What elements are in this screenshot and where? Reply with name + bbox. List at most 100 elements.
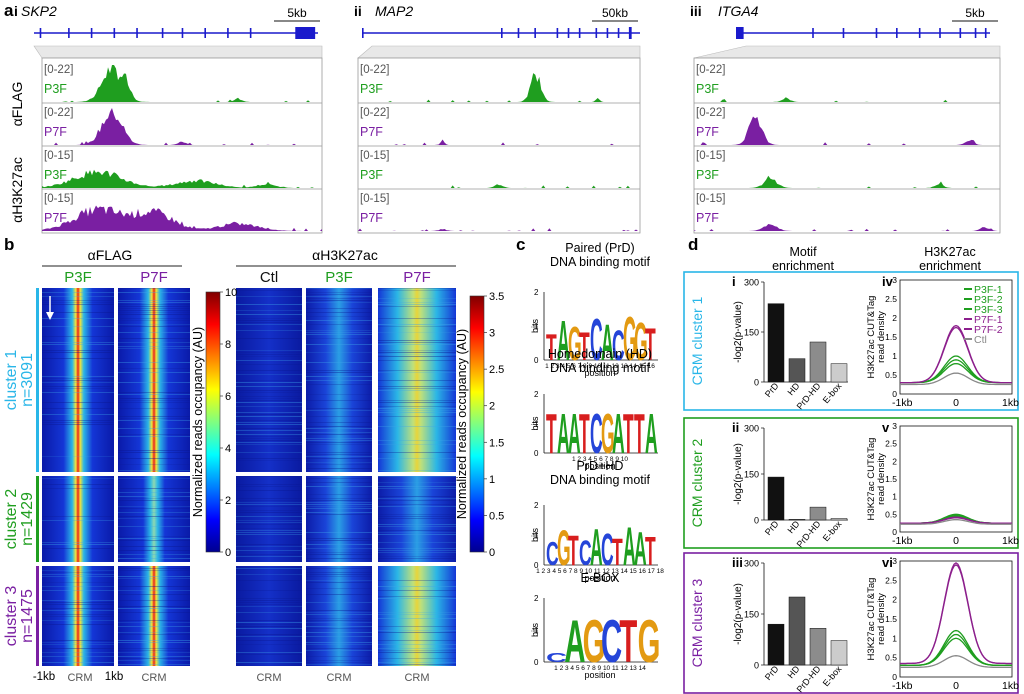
panel-d: d Motif enrichment H3K27ac enrichment CR… [683,235,1019,694]
colorbar-tick-label: 3.5 [489,291,504,303]
line-x-left: -1kb [892,535,913,547]
heat-row [306,572,372,573]
colorbar-tick-label: 2 [225,495,231,507]
x-center-label: CRM [326,672,351,684]
heat-row [306,442,372,443]
heat-row [42,376,114,377]
bar-category-label: E-box [821,380,844,405]
x-right-label: 1kb [105,671,124,683]
heatmap-flag-p7f [118,476,190,562]
scale-label: 50kb [602,6,628,20]
bar-category-label: E-box [821,663,844,688]
gene-exon [959,28,962,38]
legend-entry: Ctl [974,334,987,346]
bar-y-tick-label: 300 [744,278,759,288]
cluster-separator [234,562,458,565]
heat-row [306,552,372,553]
heat-row [236,434,302,435]
heat-row [118,434,190,435]
logo-y-tick: 2 [534,594,539,603]
line-plot-frame [899,279,1013,395]
heat-row [42,342,114,343]
heat-row [42,548,114,549]
heat-row [42,544,114,545]
gene-exon [556,28,559,38]
heat-row [306,324,372,325]
heat-row [378,532,456,533]
heat-row [42,574,114,575]
bar-y-label: -log2(p-value) [733,301,744,363]
heat-row [236,396,302,397]
heat-row [236,354,302,355]
heat-row [236,624,302,625]
heat-row [236,330,302,331]
heat-row [118,554,190,555]
heat-row [118,612,190,613]
bar-HD [788,358,806,383]
logo-x-label: position [584,573,615,583]
heat-row [236,640,302,641]
heat-row [378,342,456,343]
bar-PrD [767,476,785,521]
line-y-tick-label: 2.5 [885,294,897,304]
heat-row [306,320,372,321]
heat-row [378,640,456,641]
gene-exon [249,28,252,38]
heat-row [118,576,190,577]
heat-row [118,306,190,307]
heat-row [378,290,456,291]
heat-row [378,318,456,319]
heat-row [42,312,114,313]
gene-exon [617,28,620,38]
logo-letter-T: T [645,529,656,574]
logo-letter-A: A [568,402,581,465]
gene-exon [984,28,987,38]
heat-row [236,510,302,511]
line-y-tick-label: 1.5 [885,474,897,484]
cluster-name: cluster 2 [3,489,20,550]
h3k27ac-enrichment-title-2: enrichment [919,259,981,273]
heat-row [118,648,190,649]
track-label-P3F: P3F [44,82,67,96]
heat-row [236,534,302,535]
heat-row [118,586,190,587]
heat-row [306,464,372,465]
heat-row [236,644,302,645]
heat-row [118,546,190,547]
heat-row [236,470,302,471]
heat-row [378,326,456,327]
signal-track-P3F [694,175,1000,188]
line-y-tick-label: 2 [892,313,897,323]
heat-row [236,654,302,655]
heat-row [236,532,302,533]
line-series-Ctl [900,518,1012,525]
heat-row [118,626,190,627]
gene-roman-i: i [14,3,18,19]
heat-row [378,596,456,597]
cluster-row-label: CRM cluster 2 [689,438,705,527]
heat-row [236,636,302,637]
heat-row [118,600,190,601]
heat-row [42,392,114,393]
heat-row [42,662,114,663]
heat-row [118,498,190,499]
track-range: [0-22] [360,107,389,119]
line-y-tick-label: 1.5 [885,332,897,342]
heat-row [306,440,372,441]
heat-row [306,362,372,363]
heatmap-h3-p3f [306,566,372,666]
heat-row [378,548,456,549]
line-plot-frame [899,560,1013,678]
h3-col-P3F: P3F [325,269,353,286]
line-y-tick-label: 2.5 [885,575,897,585]
heat-row [378,618,456,619]
heat-row [236,390,302,391]
heat-row [118,342,190,343]
heat-row [236,392,302,393]
heat-row [236,484,302,485]
heat-row [306,288,372,289]
heat-row [42,300,114,301]
heat-row [118,632,190,633]
heat-row [118,318,190,319]
heat-row [118,308,190,309]
